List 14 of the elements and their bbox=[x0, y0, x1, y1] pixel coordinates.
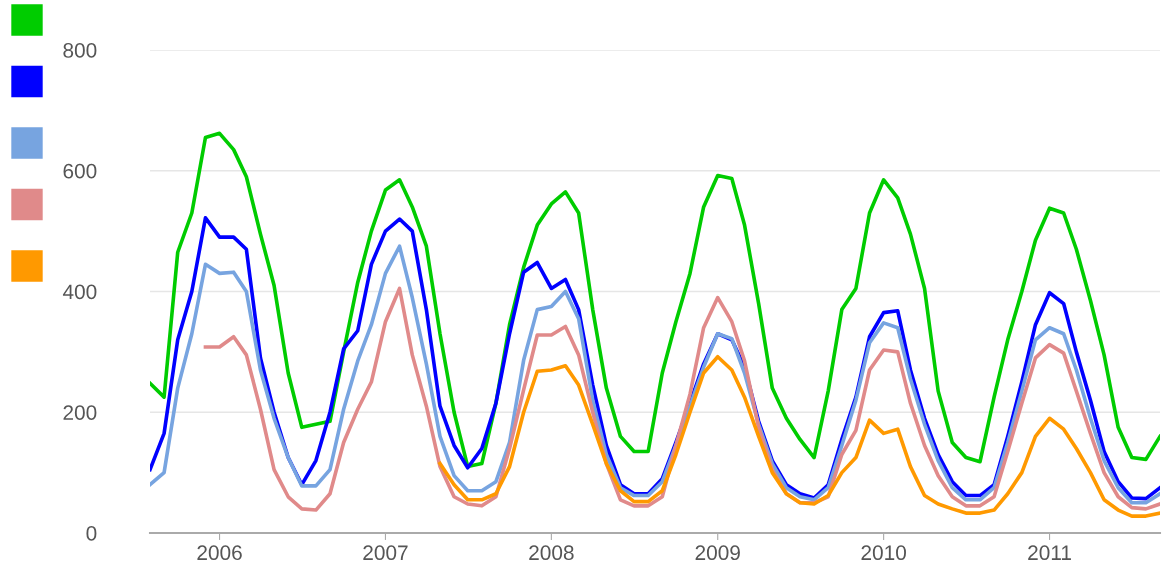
x-tick-label: 2007 bbox=[363, 545, 408, 561]
x-tick-label: 2010 bbox=[861, 545, 906, 561]
y-tick-label: 0 bbox=[86, 526, 97, 541]
y-tick-label: 800 bbox=[63, 43, 97, 58]
x-tick-label: 2011 bbox=[1028, 545, 1071, 561]
y-tick-label: 600 bbox=[63, 163, 97, 179]
x-tick-label: 2008 bbox=[529, 545, 574, 561]
x-tick-label: 2006 bbox=[197, 545, 242, 561]
y-tick-label: 200 bbox=[63, 405, 97, 420]
line-series bbox=[150, 131, 1160, 469]
line-series bbox=[203, 286, 1160, 512]
y-tick-label: 400 bbox=[62, 284, 97, 300]
line-series bbox=[438, 354, 1160, 518]
x-tick-label: 2009 bbox=[695, 545, 740, 561]
